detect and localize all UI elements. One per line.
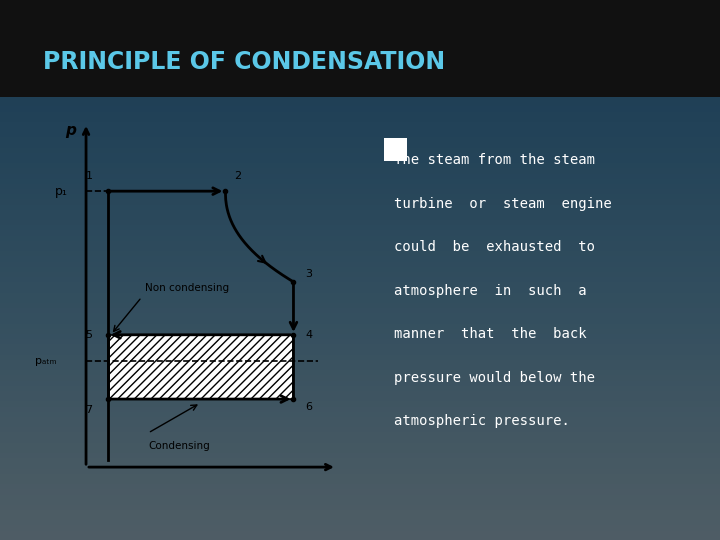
Text: 7: 7 bbox=[86, 406, 93, 415]
Text: 4: 4 bbox=[305, 330, 312, 340]
Text: could  be  exhausted  to: could be exhausted to bbox=[394, 240, 595, 254]
Text: 6: 6 bbox=[305, 402, 312, 411]
Text: atmospheric pressure.: atmospheric pressure. bbox=[394, 414, 570, 428]
Text: 3: 3 bbox=[305, 269, 312, 279]
Text: 1: 1 bbox=[86, 171, 93, 181]
Text: atmosphere  in  such  a: atmosphere in such a bbox=[394, 284, 586, 298]
Text: The steam from the steam: The steam from the steam bbox=[394, 153, 595, 167]
Text: manner  that  the  back: manner that the back bbox=[394, 327, 586, 341]
Text: Non condensing: Non condensing bbox=[145, 283, 229, 293]
Text: 2: 2 bbox=[234, 171, 241, 181]
Text: PRINCIPLE OF CONDENSATION: PRINCIPLE OF CONDENSATION bbox=[43, 50, 446, 74]
Text: p: p bbox=[65, 123, 76, 138]
Text: pressure would below the: pressure would below the bbox=[394, 371, 595, 384]
Text: Condensing: Condensing bbox=[148, 441, 210, 451]
Polygon shape bbox=[108, 335, 294, 399]
Text: turbine  or  steam  engine: turbine or steam engine bbox=[394, 197, 611, 211]
Bar bbox=[384, 138, 407, 161]
Text: 5: 5 bbox=[86, 330, 93, 340]
Text: p₁: p₁ bbox=[55, 185, 68, 198]
Text: pₐₜₘ: pₐₜₘ bbox=[35, 356, 57, 366]
